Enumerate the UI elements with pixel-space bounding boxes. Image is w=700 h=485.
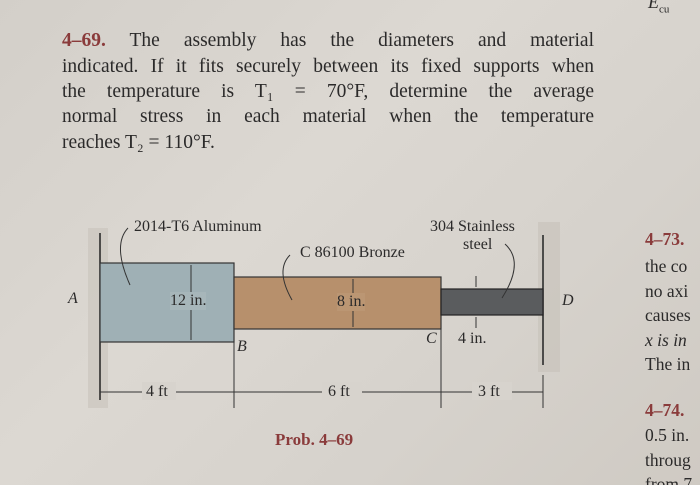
steel-segment [440, 288, 544, 316]
aluminum-segment [99, 262, 235, 343]
corner-symbol: Ecu [648, 0, 670, 16]
point-a: A [68, 290, 78, 307]
point-d: D [562, 292, 574, 309]
length-steel: 3 ft [478, 383, 500, 400]
p73-line: x is in [645, 330, 687, 350]
aluminum-leader [120, 227, 131, 286]
p73-line: no axi [645, 281, 689, 301]
steel-leader [501, 243, 515, 299]
bronze-leader [282, 254, 293, 301]
bronze-label: C 86100 Bronze [300, 244, 405, 261]
problem-line-3: the temperature is T₁ = 70°F, determine … [62, 81, 594, 102]
point-b: B [237, 338, 247, 355]
problem-4-73-number: 4–73. [645, 229, 685, 249]
steel-label-1: 304 Stainless [430, 218, 515, 235]
p73-line: the co [645, 256, 688, 276]
aluminum-label: 2014-T6 Aluminum [134, 218, 262, 235]
problem-line-2: indicated. If it fits securely between i… [62, 56, 594, 77]
problem-number: 4–69. [62, 30, 106, 51]
figure-caption: Prob. 4–69 [275, 430, 354, 449]
diameter-steel: 4 in. [458, 330, 487, 347]
problem-4-74-number: 4–74. [645, 400, 685, 420]
p74-line: 0.5 in. [645, 425, 690, 445]
diameter-aluminum: 12 in. [170, 292, 207, 310]
p74-line: from 7 [645, 474, 693, 485]
length-aluminum: 4 ft [146, 383, 168, 400]
diameter-bronze: 8 in. [337, 293, 366, 311]
steel-label-2: steel [463, 236, 493, 253]
p74-line: throug [645, 450, 691, 470]
p73-line: causes [645, 305, 691, 325]
problem-line-5: reaches T₂ = 110°F. [62, 132, 215, 153]
point-c: C [426, 330, 437, 347]
length-bronze: 6 ft [328, 383, 350, 400]
p73-line: The in [645, 354, 691, 374]
problem-line-4: normal stress in each material when the … [62, 106, 594, 127]
problem-line-1: 4–69. The assembly has the diameters and… [62, 30, 594, 51]
